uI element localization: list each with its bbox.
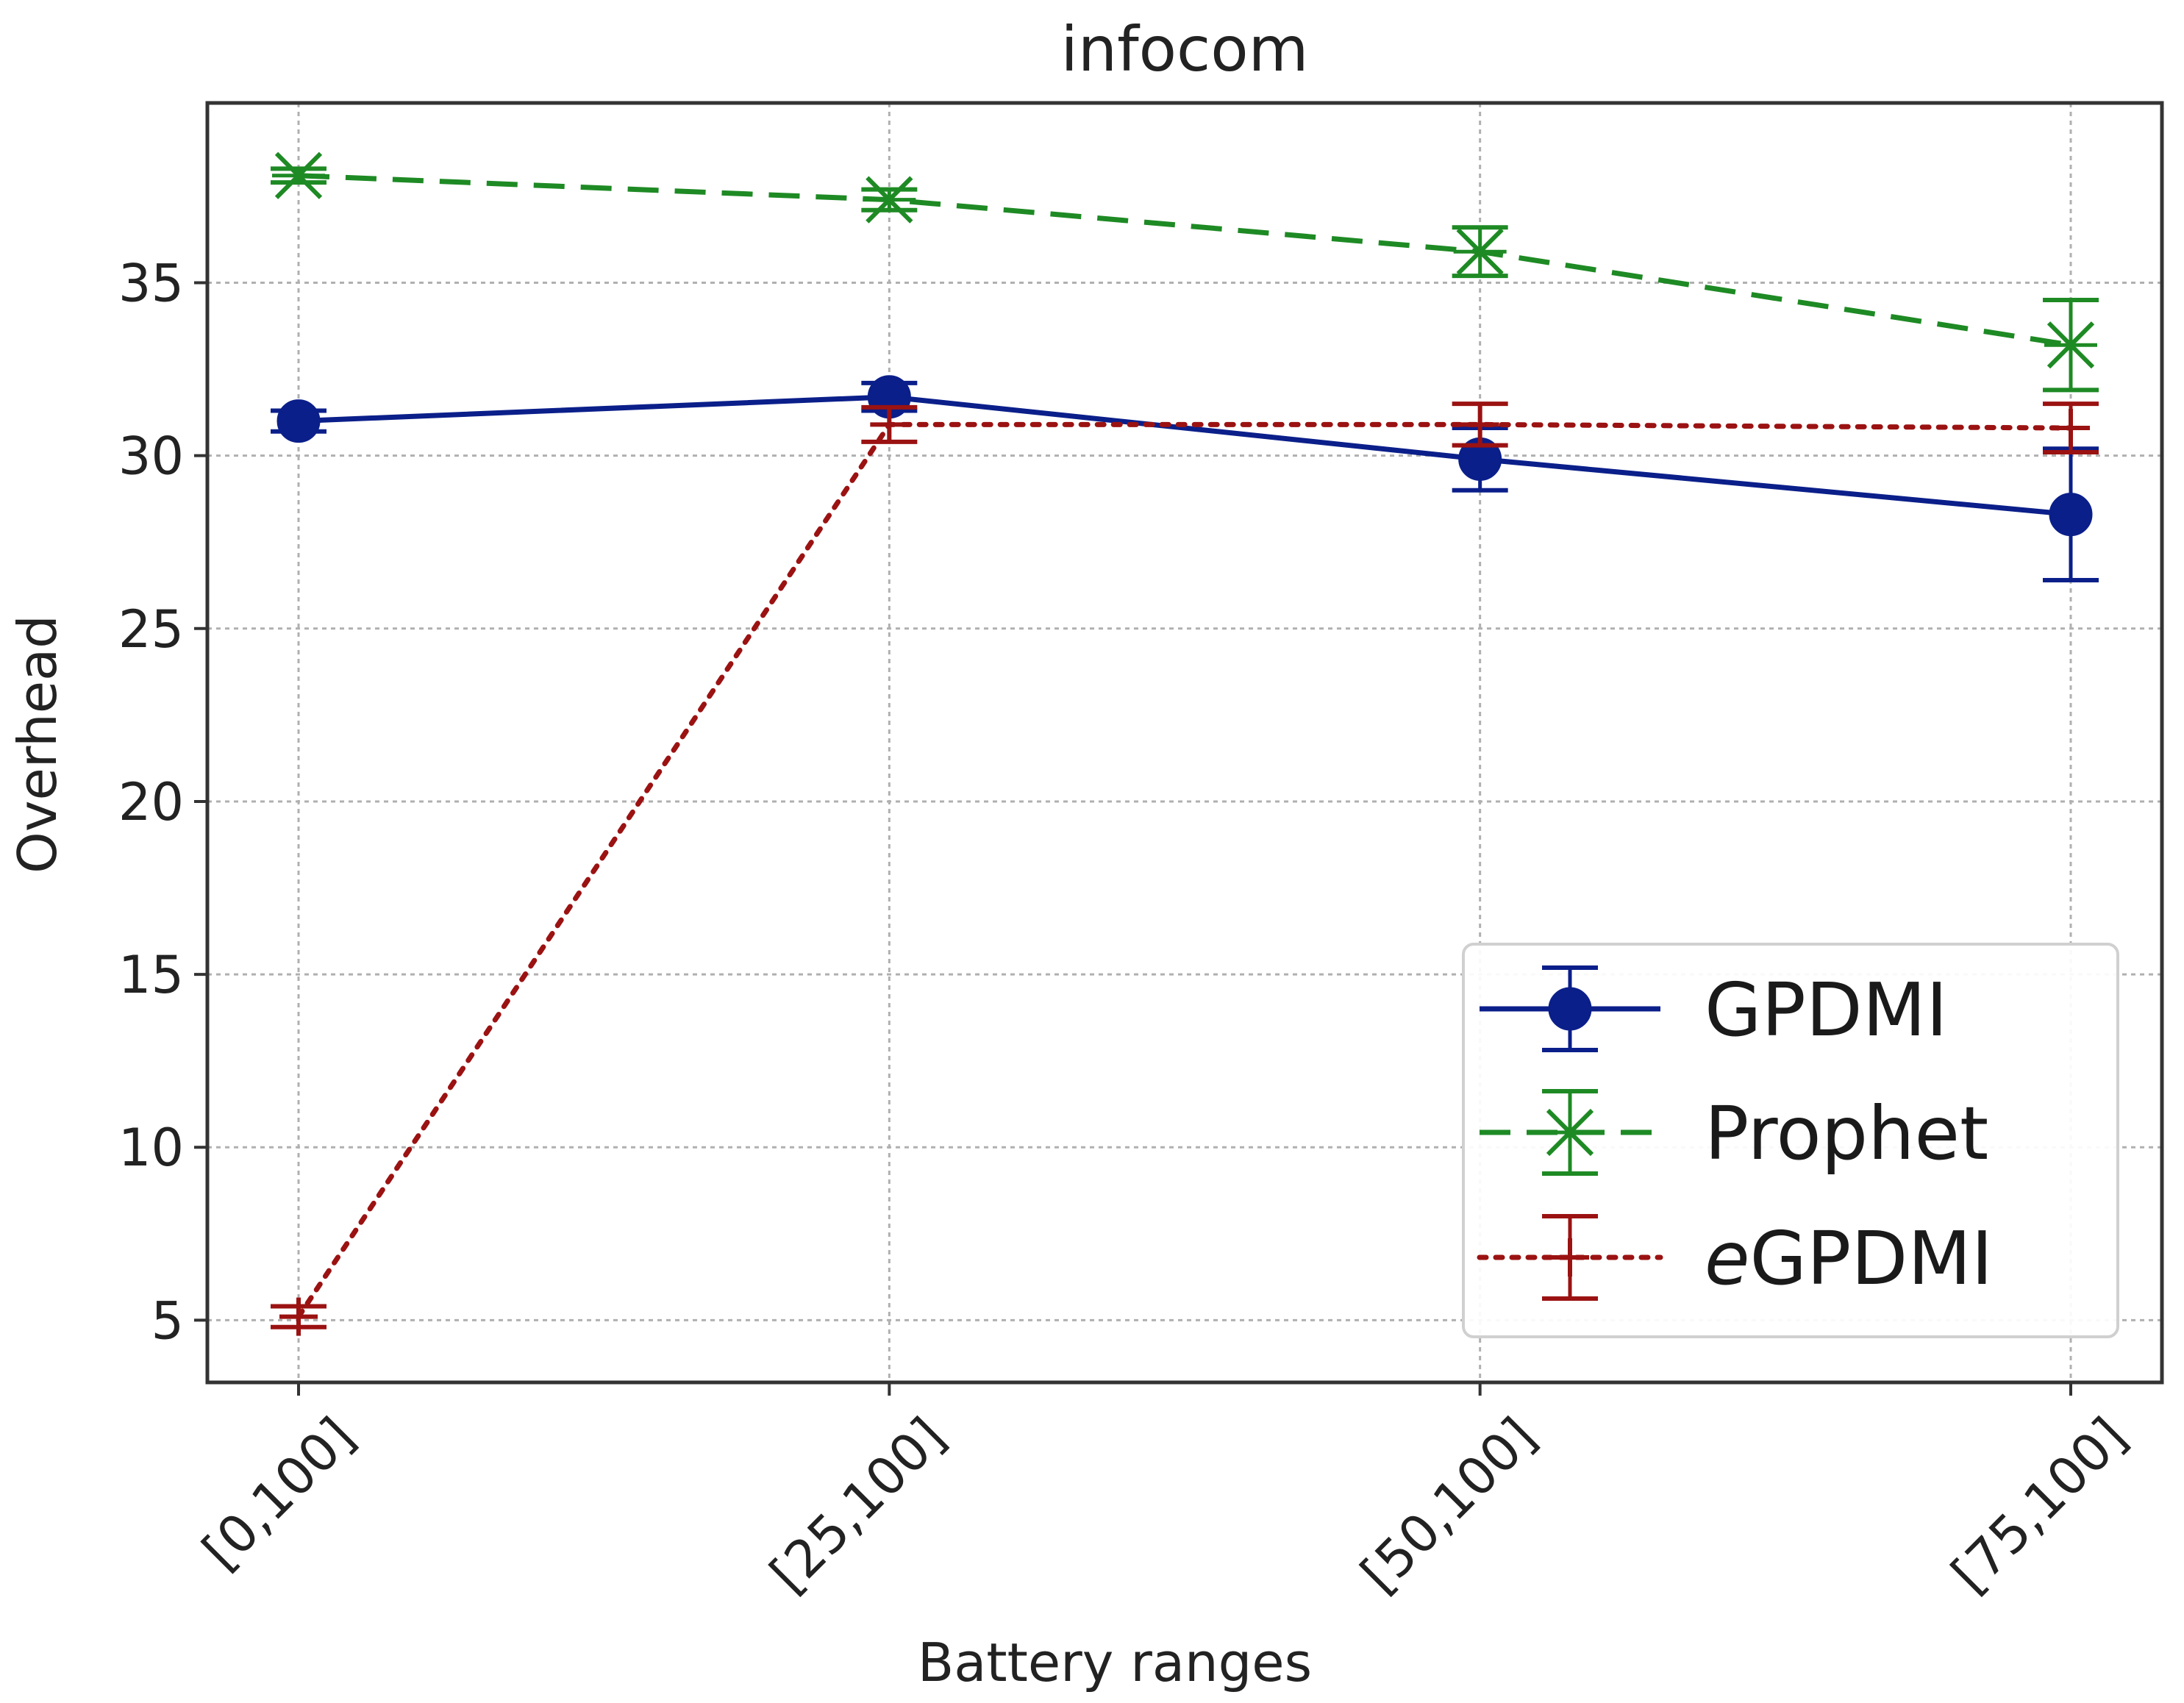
legend-entry-prophet: Prophet [1480, 1089, 1988, 1177]
legend-label: eGPDMI [1705, 1215, 1993, 1302]
y-tick-label: 30 [118, 426, 184, 487]
series-prophet [271, 151, 2099, 393]
series-line [298, 173, 2071, 348]
data-point [1551, 1238, 1589, 1277]
data-point [1453, 228, 1507, 276]
legend-label: GPDMI [1705, 967, 1948, 1053]
data-point [2049, 493, 2093, 537]
x-axis-label: Battery ranges [918, 1632, 1312, 1693]
x-tick-label: [75,100] [1940, 1406, 2138, 1604]
data-point [279, 1297, 318, 1336]
y-tick-label: 10 [118, 1118, 184, 1178]
y-tick-label: 5 [151, 1290, 184, 1351]
series-gpdmi [271, 375, 2099, 582]
series-line [298, 394, 2071, 518]
chart-title: infocom [1061, 13, 1309, 85]
x-tick-label: [50,100] [1349, 1406, 1548, 1604]
data-point [1460, 405, 1499, 444]
series-line [296, 421, 2074, 1320]
legend-label: Prophet [1705, 1090, 1988, 1177]
data-point [1544, 1108, 1596, 1157]
data-point [870, 405, 909, 444]
series-egpdmi [271, 401, 2099, 1336]
data-point [276, 399, 321, 443]
y-axis-label: Overhead [7, 615, 68, 874]
legend-entry-gpdmi: GPDMI [1480, 965, 1948, 1053]
y-tick-label: 20 [118, 772, 184, 832]
legend-entry-egpdmi: eGPDMI [1477, 1214, 1993, 1302]
x-tick-label: [25,100] [759, 1406, 957, 1604]
x-tick-label: [0,100] [191, 1406, 366, 1581]
data-point [1548, 987, 1592, 1031]
legend: GPDMI Prophet eGPDMI [1462, 943, 2119, 1338]
plot-series [271, 151, 2099, 1336]
data-point [2052, 409, 2090, 448]
legend-box [1462, 943, 2119, 1338]
data-point [2044, 321, 2097, 369]
axes-frame [205, 101, 2164, 1385]
data-point [272, 151, 325, 199]
y-tick-label: 25 [118, 599, 184, 660]
y-tick-label: 15 [118, 945, 184, 1005]
data-point [863, 176, 916, 224]
y-tick-label: 35 [118, 254, 184, 314]
